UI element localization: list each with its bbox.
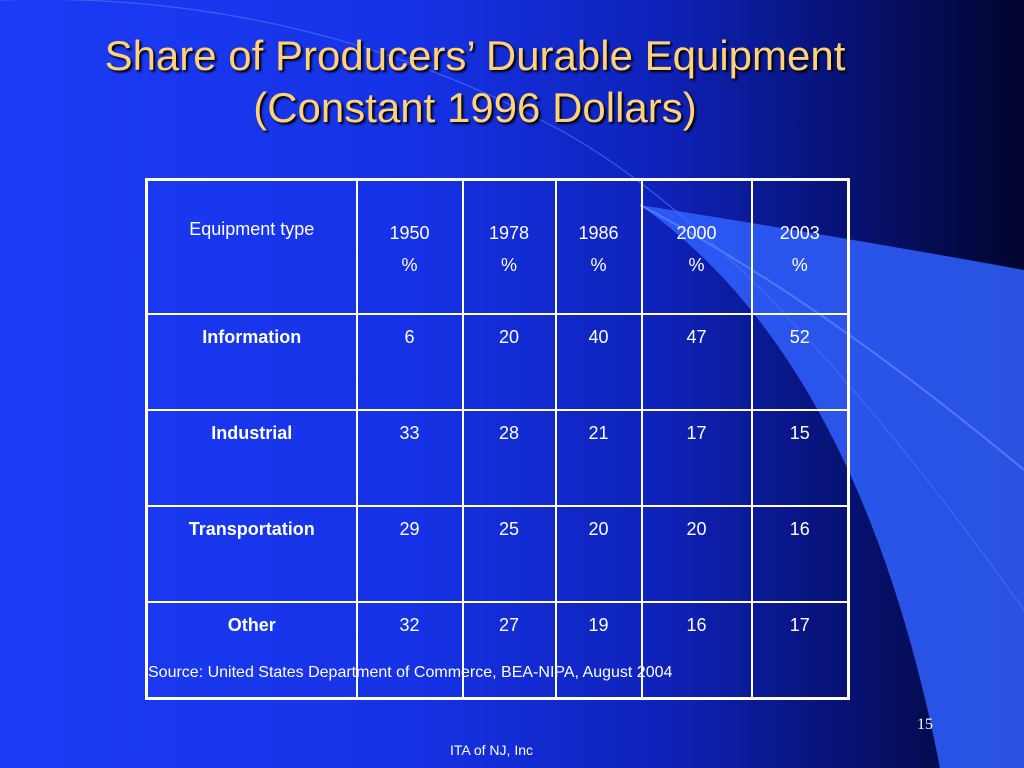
table-cell: 19 [554, 601, 643, 700]
table-header-row: Equipment type 1950% 1978% 1986% 2000% 2… [145, 178, 850, 315]
unit-label: % [401, 255, 418, 275]
row-label-industrial: Industrial [145, 409, 358, 507]
equipment-share-table: Equipment type 1950% 1978% 1986% 2000% 2… [145, 178, 850, 700]
table-cell: 20 [640, 505, 753, 603]
table-cell: 21 [554, 409, 643, 507]
row-label-other: Other [145, 601, 358, 700]
footer-text: ITA of NJ, Inc [450, 742, 533, 758]
table-row: Information 6 20 40 47 52 [145, 313, 850, 411]
slide-number: 15 [917, 716, 933, 733]
unit-label: % [688, 255, 705, 275]
column-header-1986: 1986% [554, 178, 643, 315]
table-cell: 15 [750, 409, 850, 507]
unit-label: % [590, 255, 607, 275]
table-cell: 25 [461, 505, 557, 603]
column-header-equipment-type: Equipment type [145, 178, 358, 315]
year-label: 2000 [676, 223, 717, 243]
table-cell: 20 [554, 505, 643, 603]
table-row: Transportation 29 25 20 20 16 [145, 505, 850, 603]
table-cell: 52 [750, 313, 850, 411]
table-cell: 16 [640, 601, 753, 700]
slide-title: Share of Producers’ Durable Equipment (C… [40, 30, 910, 134]
table-cell: 28 [461, 409, 557, 507]
title-line-2: (Constant 1996 Dollars) [253, 84, 697, 131]
table-cell: 33 [355, 409, 464, 507]
column-header-1950: 1950% [355, 178, 464, 315]
table-cell: 16 [750, 505, 850, 603]
row-label-information: Information [145, 313, 358, 411]
column-header-2003: 2003% [750, 178, 850, 315]
table-cell: 40 [554, 313, 643, 411]
year-label: 1986 [578, 223, 619, 243]
unit-label: % [500, 255, 517, 275]
table-cell: 20 [461, 313, 557, 411]
year-label: 2003 [779, 223, 820, 243]
table-cell: 17 [640, 409, 753, 507]
row-label-transportation: Transportation [145, 505, 358, 603]
table-cell: 47 [640, 313, 753, 411]
table-cell: 27 [461, 601, 557, 700]
year-label: 1978 [488, 223, 530, 243]
table-row: Industrial 33 28 21 17 15 [145, 409, 850, 507]
title-line-1: Share of Producers’ Durable Equipment [104, 32, 846, 79]
column-header-1978: 1978% [461, 178, 557, 315]
table-cell: 6 [355, 313, 464, 411]
year-label: 1950 [389, 223, 430, 243]
column-header-2000: 2000% [640, 178, 753, 315]
source-note: Source: United States Department of Comm… [148, 664, 673, 681]
table-row: Other 32 27 19 16 17 [145, 601, 850, 700]
table-cell: 17 [750, 601, 850, 700]
table-cell: 29 [355, 505, 464, 603]
table-cell: 32 [355, 601, 464, 700]
unit-label: % [791, 255, 808, 275]
